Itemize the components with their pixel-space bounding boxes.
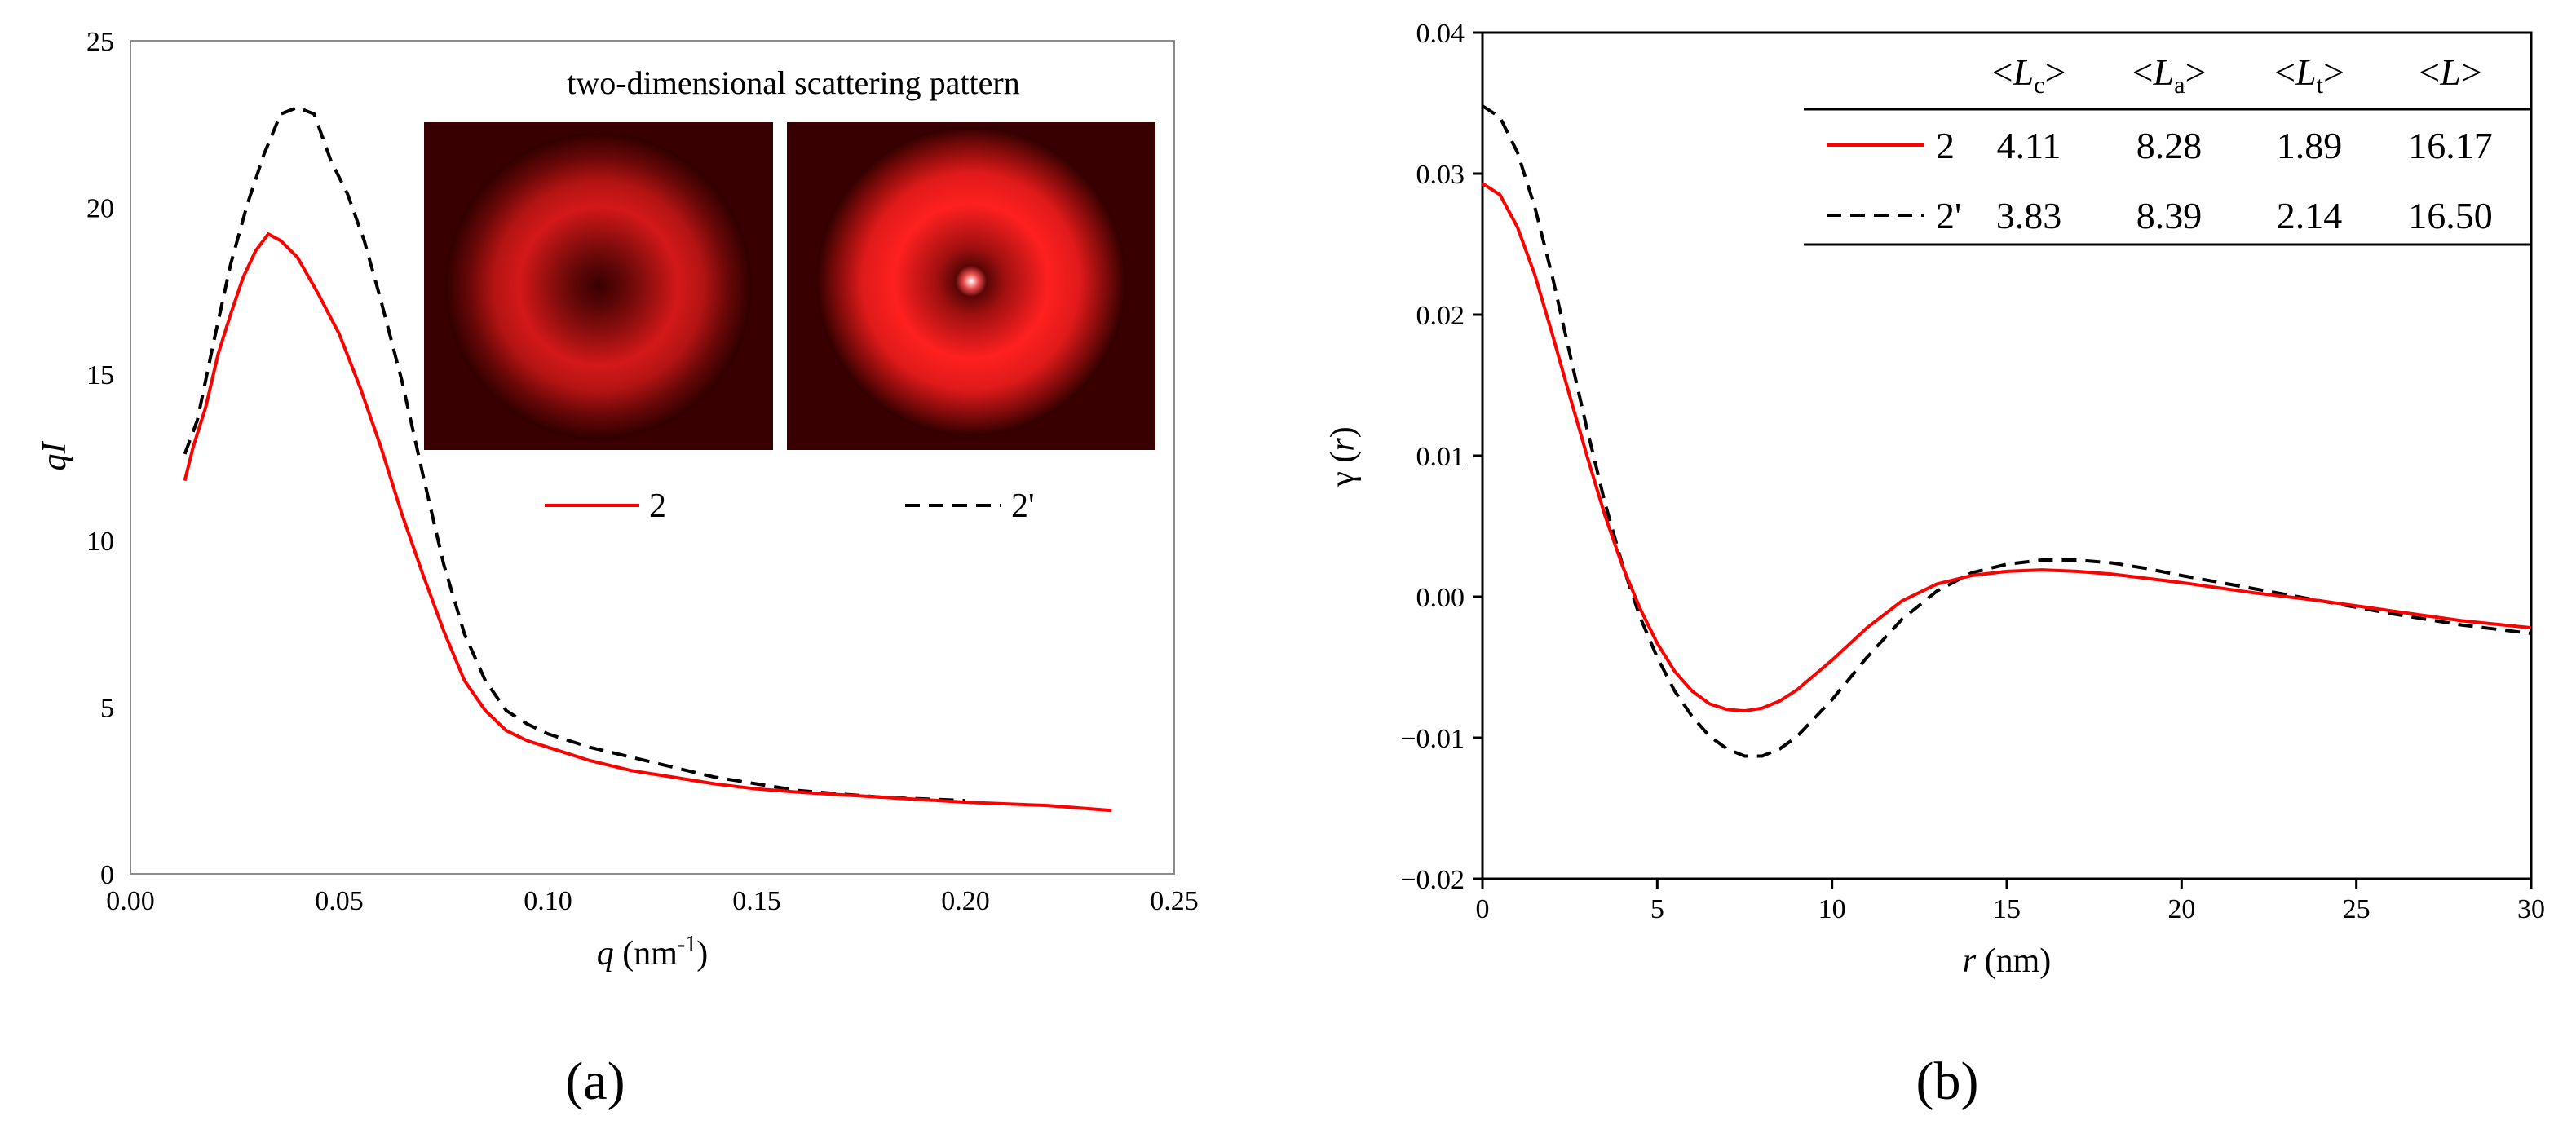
x-tick-label: 10 bbox=[1818, 894, 1846, 924]
inset-title: two-dimensional scattering pattern bbox=[567, 64, 1019, 101]
y-tick-label: 15 bbox=[86, 360, 114, 390]
x-axis-label-a: q (nm-1) bbox=[597, 932, 708, 973]
table-cell: 8.39 bbox=[2136, 195, 2203, 236]
panel-b: 0 5 10 15 20 25 30 −0.02 −0.01 0.00 0.01 0.02 0.03 0.… bbox=[1324, 19, 2545, 1111]
x-tick-label: 25 bbox=[2343, 894, 2371, 924]
table-row-label-2prime: 2' bbox=[1936, 195, 1961, 236]
series-2prime-curve-b bbox=[1481, 104, 2532, 758]
legend-label-2prime: 2' bbox=[1011, 487, 1035, 525]
y-tick-label: 0.03 bbox=[1416, 160, 1465, 190]
plot-area-a bbox=[130, 40, 1175, 875]
parameter-table: <Lc> <La> <Lt> <L> 2 4.11 8.28 1.89 16.1… bbox=[1804, 51, 2530, 246]
legend-label-2: 2 bbox=[649, 487, 666, 525]
y-tick-label: 0.01 bbox=[1416, 442, 1465, 472]
table-cell: 8.28 bbox=[2136, 125, 2203, 166]
table-header-l: <L> bbox=[2419, 51, 2482, 93]
table-cell: 16.17 bbox=[2408, 125, 2493, 166]
table-row-label-2: 2 bbox=[1936, 125, 1955, 166]
table-cell: 2.14 bbox=[2277, 195, 2343, 236]
y-tick-label: 0.00 bbox=[1416, 583, 1465, 613]
x-tick-label: 30 bbox=[2517, 894, 2545, 924]
x-tick-label: 0.15 bbox=[732, 886, 781, 916]
x-tick-label: 0.25 bbox=[1150, 886, 1199, 916]
y-tick-label: 10 bbox=[86, 527, 114, 557]
x-tick-label: 20 bbox=[2167, 894, 2195, 924]
x-tick-label: 15 bbox=[1993, 894, 2021, 924]
series-2prime-curve bbox=[183, 232, 1112, 813]
axis-ticks-a: 0.00 0.05 0.10 0.15 0.20 0.25 0 5 10 15 20 25 bbox=[86, 27, 1199, 916]
y-tick-label: −0.01 bbox=[1400, 724, 1465, 754]
y-tick-label: 20 bbox=[86, 193, 114, 223]
x-axis-label-b: r (nm) bbox=[1963, 942, 2052, 980]
x-tick-label: 0.20 bbox=[941, 886, 990, 916]
x-tick-label: 0.05 bbox=[315, 886, 364, 916]
scattering-ring-2 bbox=[445, 133, 752, 439]
table-cell: 4.11 bbox=[1997, 125, 2061, 166]
x-tick-label: 0.10 bbox=[524, 886, 572, 916]
table-header-lc: <Lc> bbox=[1992, 51, 2066, 99]
table-cell: 16.50 bbox=[2408, 195, 2493, 236]
y-tick-label: 25 bbox=[86, 27, 114, 57]
table-header-la: <La> bbox=[2132, 51, 2207, 99]
y-tick-label: 5 bbox=[100, 694, 114, 724]
x-tick-label: 0 bbox=[1476, 894, 1490, 924]
y-tick-label: 0.02 bbox=[1416, 301, 1465, 331]
series-2-curve bbox=[183, 105, 966, 803]
panel-a: 0.00 0.05 0.10 0.15 0.20 0.25 0 5 10 15 20 25 two-d… bbox=[36, 27, 1199, 1111]
scattering-ring-2prime bbox=[816, 126, 1126, 436]
y-axis-label-a: qI bbox=[36, 441, 73, 471]
table-cell: 3.83 bbox=[1996, 195, 2062, 236]
table-header-lt: <Lt> bbox=[2274, 51, 2344, 99]
table-cell: 1.89 bbox=[2277, 125, 2343, 166]
y-tick-label: 0.04 bbox=[1416, 19, 1465, 49]
panel-label-a: (a) bbox=[565, 1052, 625, 1111]
y-tick-label: 0 bbox=[100, 860, 114, 890]
series-2-curve-b bbox=[1481, 182, 2532, 713]
y-tick-label: −0.02 bbox=[1400, 865, 1465, 895]
panel-label-b: (b) bbox=[1916, 1052, 1979, 1111]
x-tick-label: 0.00 bbox=[106, 886, 155, 916]
y-axis-label-b: γ (r) bbox=[1324, 426, 1362, 487]
x-tick-label: 5 bbox=[1650, 894, 1664, 924]
axis-ticks-b: 0 5 10 15 20 25 30 −0.02 −0.01 0.00 0.01 0.02 0.03 0.… bbox=[1400, 19, 2545, 924]
